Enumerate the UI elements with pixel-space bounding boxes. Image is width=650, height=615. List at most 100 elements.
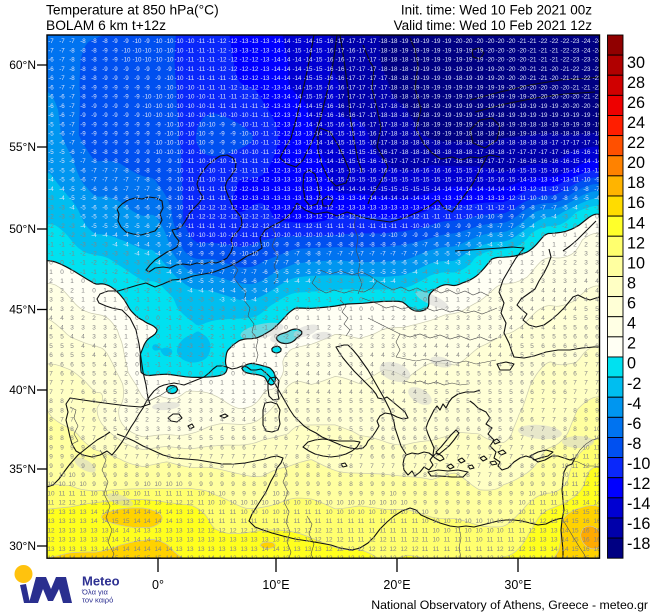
- svg-text:12: 12: [304, 527, 312, 534]
- svg-text:-6: -6: [155, 204, 161, 211]
- svg-text:-9: -9: [102, 140, 108, 147]
- svg-text:10: 10: [421, 509, 429, 516]
- svg-text:9: 9: [595, 417, 599, 424]
- svg-text:-18: -18: [432, 140, 442, 147]
- svg-text:-16: -16: [325, 112, 335, 119]
- svg-text:-3: -3: [401, 278, 407, 285]
- svg-text:-3: -3: [476, 251, 482, 258]
- svg-text:12: 12: [325, 537, 333, 544]
- svg-text:-15: -15: [411, 186, 421, 193]
- svg-text:4: 4: [167, 435, 171, 442]
- svg-text:12: 12: [539, 518, 547, 525]
- svg-text:12: 12: [58, 500, 66, 507]
- svg-text:14: 14: [90, 509, 98, 516]
- svg-text:-12: -12: [250, 214, 260, 221]
- svg-text:4: 4: [434, 343, 438, 350]
- svg-text:0: 0: [242, 334, 246, 341]
- svg-text:0: 0: [284, 315, 288, 322]
- svg-text:-6: -6: [102, 186, 108, 193]
- svg-text:7: 7: [541, 426, 545, 433]
- svg-text:-6: -6: [155, 214, 161, 221]
- svg-text:Meteo: Meteo: [82, 574, 120, 589]
- svg-text:-3: -3: [155, 278, 161, 285]
- svg-text:5: 5: [349, 407, 353, 414]
- svg-text:-15: -15: [400, 186, 410, 193]
- svg-text:9: 9: [541, 472, 545, 479]
- svg-text:2: 2: [530, 260, 534, 267]
- svg-text:12: 12: [593, 472, 601, 479]
- svg-text:-10: -10: [539, 195, 549, 202]
- svg-text:1: 1: [188, 380, 192, 387]
- svg-text:2: 2: [413, 324, 417, 331]
- svg-text:-20: -20: [550, 84, 560, 91]
- svg-text:-14: -14: [272, 75, 282, 82]
- svg-text:4: 4: [488, 352, 492, 359]
- svg-text:6: 6: [584, 352, 588, 359]
- svg-text:-16: -16: [325, 66, 335, 73]
- svg-text:6: 6: [445, 417, 449, 424]
- svg-text:1: 1: [359, 324, 363, 331]
- svg-text:-11: -11: [240, 167, 249, 174]
- svg-text:-10: -10: [165, 140, 175, 147]
- svg-text:-6: -6: [59, 131, 65, 138]
- svg-text:-2: -2: [187, 352, 193, 359]
- svg-text:13: 13: [79, 546, 87, 553]
- svg-text:6: 6: [563, 380, 567, 387]
- svg-text:-12: -12: [240, 195, 250, 202]
- svg-text:-14: -14: [518, 177, 528, 184]
- svg-text:-1: -1: [144, 297, 150, 304]
- svg-text:11: 11: [455, 555, 462, 562]
- svg-text:-2: -2: [48, 232, 54, 239]
- svg-text:-9: -9: [551, 195, 557, 202]
- svg-text:1: 1: [263, 343, 267, 350]
- svg-text:8: 8: [530, 472, 534, 479]
- svg-text:-2: -2: [48, 214, 54, 221]
- svg-text:4: 4: [466, 352, 470, 359]
- svg-text:-1: -1: [198, 361, 204, 368]
- svg-text:14: 14: [627, 214, 645, 232]
- svg-text:4: 4: [552, 287, 556, 294]
- svg-text:6: 6: [145, 444, 149, 451]
- svg-text:12: 12: [539, 509, 547, 516]
- svg-text:8: 8: [541, 454, 545, 461]
- svg-text:-8: -8: [219, 260, 225, 267]
- svg-text:10: 10: [571, 454, 579, 461]
- svg-text:-1: -1: [176, 361, 182, 368]
- svg-text:-9: -9: [134, 112, 140, 119]
- svg-text:7: 7: [124, 454, 128, 461]
- svg-text:8: 8: [552, 435, 556, 442]
- svg-text:12: 12: [627, 234, 645, 252]
- svg-text:-20: -20: [550, 94, 560, 101]
- svg-text:12: 12: [507, 555, 515, 562]
- svg-text:-4: -4: [155, 260, 161, 267]
- svg-text:BOLAM 6 km t+12z: BOLAM 6 km t+12z: [46, 18, 166, 33]
- svg-text:-18: -18: [389, 75, 399, 82]
- svg-text:4: 4: [498, 352, 502, 359]
- svg-text:0: 0: [359, 297, 363, 304]
- svg-text:5: 5: [477, 380, 481, 387]
- svg-text:2: 2: [456, 306, 460, 313]
- svg-text:Init. time: Wed 10 Feb 2021 00: Init. time: Wed 10 Feb 2021 00z: [401, 2, 592, 17]
- svg-text:-7: -7: [273, 260, 279, 267]
- svg-text:-18: -18: [539, 140, 549, 147]
- svg-text:7: 7: [413, 454, 417, 461]
- svg-text:-11: -11: [518, 195, 527, 202]
- svg-text:-9: -9: [134, 158, 140, 165]
- svg-text:-10: -10: [240, 149, 250, 156]
- svg-text:4: 4: [220, 426, 224, 433]
- svg-text:-11: -11: [250, 158, 259, 165]
- svg-text:7: 7: [284, 454, 288, 461]
- svg-text:6: 6: [60, 371, 64, 378]
- svg-text:-6: -6: [380, 260, 386, 267]
- svg-text:-11: -11: [207, 223, 216, 230]
- svg-text:6: 6: [413, 435, 417, 442]
- svg-text:-11: -11: [240, 158, 249, 165]
- svg-text:12: 12: [47, 527, 55, 534]
- svg-text:-19: -19: [454, 103, 464, 110]
- svg-text:4: 4: [530, 297, 534, 304]
- svg-text:-1: -1: [48, 251, 54, 258]
- svg-text:-12: -12: [261, 204, 271, 211]
- svg-text:8: 8: [124, 463, 128, 470]
- svg-text:3: 3: [391, 352, 395, 359]
- svg-text:-8: -8: [91, 158, 97, 165]
